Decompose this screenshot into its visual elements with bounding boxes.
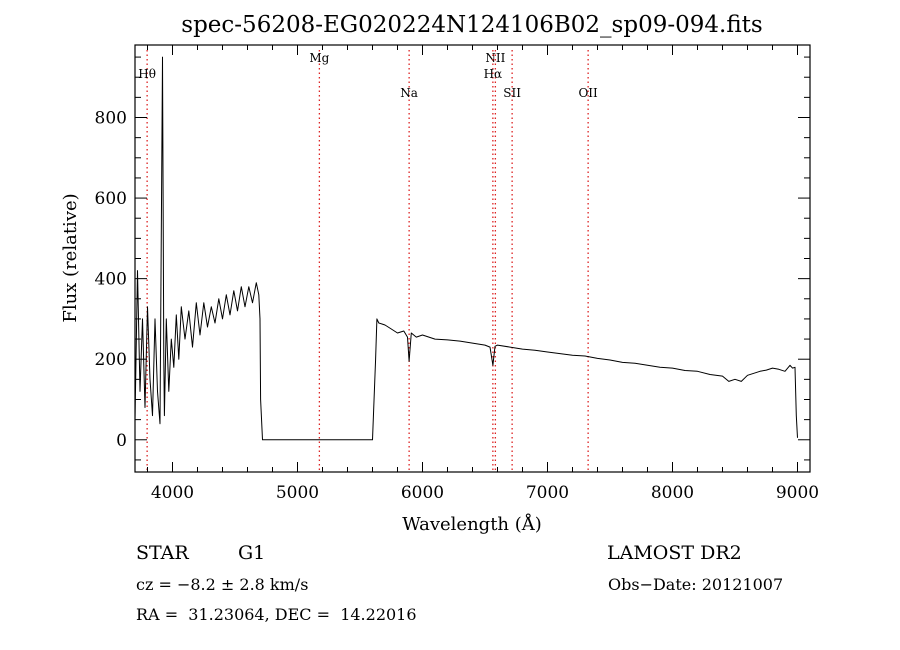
x-tick-label: 5000 xyxy=(276,483,319,503)
chart-title: spec-56208-EG020224N124106B02_sp09-094.f… xyxy=(181,12,762,38)
y-tick-label: 400 xyxy=(95,270,127,290)
line-marker-label: NII xyxy=(485,51,505,65)
y-tick-label: 200 xyxy=(95,350,127,370)
x-axis: 4000 5000 6000 7000 8000 9000 xyxy=(147,45,819,503)
y-tick-label: 800 xyxy=(95,109,127,129)
x-tick-label: 9000 xyxy=(776,483,819,503)
x-tick-label: 8000 xyxy=(651,483,694,503)
x-tick-label: 7000 xyxy=(526,483,569,503)
coordinates: RA = 31.23064, DEC = 14.22016 xyxy=(136,605,417,624)
x-tick-label: 4000 xyxy=(151,483,194,503)
object-class: STAR xyxy=(136,542,189,564)
plot-frame xyxy=(134,44,811,473)
observation-date: Obs−Date: 20121007 xyxy=(608,575,784,594)
line-marker-label: OII xyxy=(578,86,598,100)
line-marker-label: Na xyxy=(400,86,418,100)
spectrum-line xyxy=(134,56,798,441)
x-axis-title: Wavelength (Å) xyxy=(402,513,542,535)
line-marker-label: SII xyxy=(503,86,521,100)
survey-name: LAMOST DR2 xyxy=(607,542,742,564)
y-axis: 0 200 400 600 800 xyxy=(95,56,810,461)
y-tick-label: 600 xyxy=(95,189,127,209)
redshift-velocity: cz = −8.2 ± 2.8 km/s xyxy=(136,575,309,594)
object-subclass: G1 xyxy=(238,542,266,564)
y-tick-label: 0 xyxy=(116,431,127,451)
spectrum-series xyxy=(134,56,798,441)
y-axis-title: Flux (relative) xyxy=(60,193,81,322)
x-tick-label: 6000 xyxy=(401,483,444,503)
line-marker-label: Hθ xyxy=(138,67,156,81)
line-marker-label: Mg xyxy=(309,51,329,65)
line-marker-label: Hα xyxy=(484,67,503,81)
